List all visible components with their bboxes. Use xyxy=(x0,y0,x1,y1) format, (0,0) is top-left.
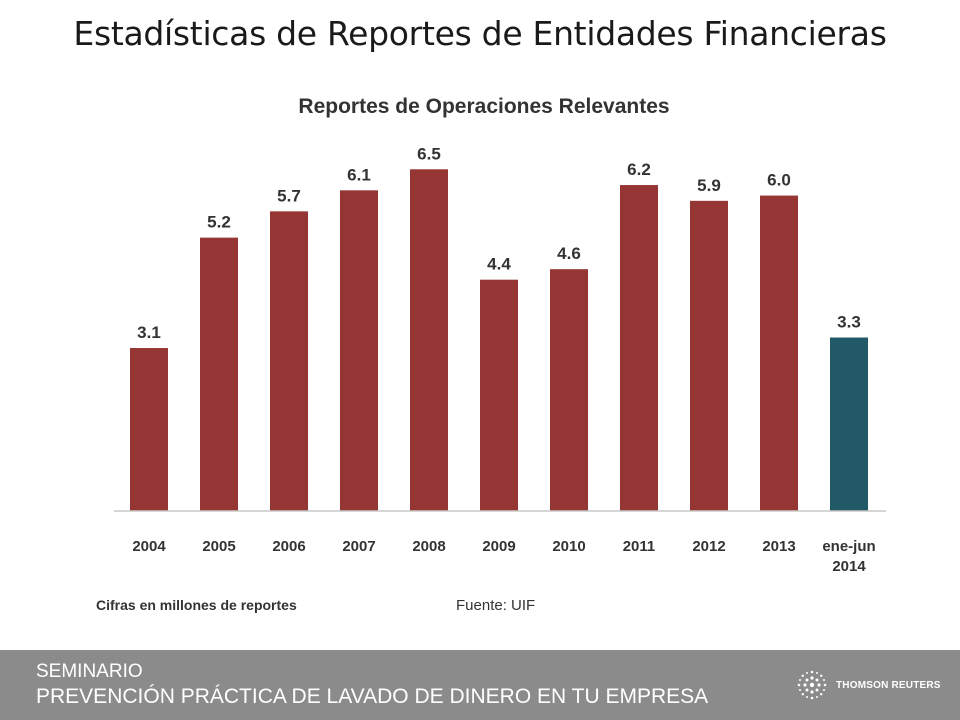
tick-label: 2005 xyxy=(202,538,235,555)
value-labels-group: 3.1 5.2 5.7 6.1 6.5 4.4 4.6 6.2 5.9 6.0 3.3 xyxy=(137,144,861,342)
tick-label: 2007 xyxy=(342,538,375,555)
bar-2006 xyxy=(270,211,308,512)
value-label: 5.9 xyxy=(697,176,721,195)
chart-title: Reportes de Operaciones Relevantes xyxy=(298,95,669,118)
tick-label: 2004 xyxy=(132,538,166,555)
footer-bar: SEMINARIO PREVENCIÓN PRÁCTICA DE LAVADO … xyxy=(0,650,960,720)
chart-note: Cifras en millones de reportes xyxy=(96,597,297,613)
tick-label: ene-jun 2014 xyxy=(822,538,875,575)
value-label: 6.1 xyxy=(347,165,371,184)
footer-seminar-label: SEMINARIO xyxy=(36,661,143,682)
bar-2005 xyxy=(200,237,238,511)
bar-2011 xyxy=(620,185,658,512)
bar-ene-jun-2014 xyxy=(830,337,868,511)
value-label: 5.7 xyxy=(277,186,301,205)
tick-label: 2006 xyxy=(272,538,305,555)
bar-2008 xyxy=(410,169,448,511)
value-label: 3.3 xyxy=(837,313,861,332)
slide-title: Estadísticas de Reportes de Entidades Fi… xyxy=(73,14,887,53)
chart-source: Fuente: UIF xyxy=(456,597,535,614)
bar-chart: Reportes de Operaciones Relevantes 3.1 5.… xyxy=(96,95,886,614)
value-label: 6.5 xyxy=(417,144,441,163)
thomson-reuters-logo-icon xyxy=(797,670,827,700)
value-label: 4.4 xyxy=(487,255,511,274)
bar-2004 xyxy=(130,348,168,511)
tick-label: 2009 xyxy=(482,538,515,555)
value-label: 6.2 xyxy=(627,160,651,179)
footer-seminar-title: PREVENCIÓN PRÁCTICA DE LAVADO DE DINERO … xyxy=(36,685,709,708)
value-label: 6.0 xyxy=(767,171,791,190)
tick-label: 2013 xyxy=(762,538,795,555)
value-label: 4.6 xyxy=(557,244,581,263)
bar-2012 xyxy=(690,200,728,511)
thomson-reuters-logo-text: THOMSON REUTERS xyxy=(836,679,941,691)
tick-label: 2010 xyxy=(552,538,585,555)
tick-label: 2008 xyxy=(412,538,445,555)
bar-2010 xyxy=(550,269,588,511)
bar-2009 xyxy=(480,279,518,511)
value-label: 3.1 xyxy=(137,323,161,342)
tick-label: 2011 xyxy=(623,538,656,555)
tick-label: 2012 xyxy=(692,538,725,555)
tick-labels-group: 2004 2005 2006 2007 2008 2009 2010 2011 2012 2013… xyxy=(132,538,875,575)
bars-group xyxy=(130,169,868,512)
value-label: 5.2 xyxy=(207,213,231,232)
bar-2007 xyxy=(340,190,378,512)
thomson-reuters-logo: THOMSON REUTERS xyxy=(796,667,946,703)
bar-2013 xyxy=(760,195,798,512)
